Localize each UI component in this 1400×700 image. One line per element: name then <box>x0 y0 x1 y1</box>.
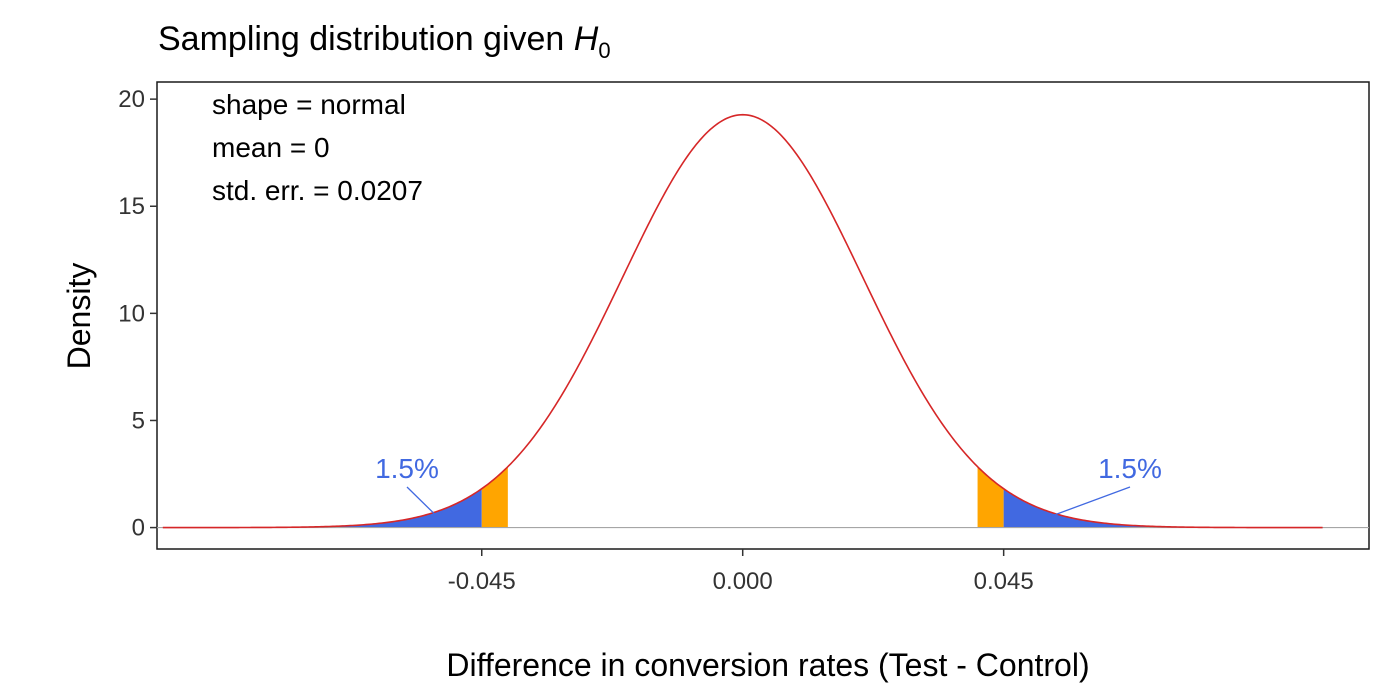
x-tick-label-0.000: 0.000 <box>713 568 773 595</box>
annotation-mean: mean = 0 <box>212 132 330 163</box>
shaded-region-right-band <box>977 466 1004 528</box>
y-axis-title: Density <box>61 263 97 370</box>
x-tick-label-0.045: 0.045 <box>974 568 1034 595</box>
plot-panel <box>156 81 1370 550</box>
left-tail-label: 1.5% <box>375 453 439 484</box>
chart-title-symbol: H <box>574 20 599 58</box>
annotation-shape: shape = normal <box>212 89 406 120</box>
right-tail-leader <box>1046 486 1131 519</box>
x-tick-label--0.045: -0.045 <box>448 568 516 595</box>
y-tick-label-15: 15 <box>118 193 145 220</box>
shaded-region-left-band <box>481 466 508 528</box>
y-tick-label-0: 0 <box>132 515 145 542</box>
shaded-regions <box>162 466 1323 528</box>
y-axis: 0 5 10 15 20 <box>118 86 157 542</box>
tail-leaders <box>406 486 1131 519</box>
y-tick-label-20: 20 <box>118 86 145 113</box>
chart-title-main: Sampling distribution given <box>158 20 574 58</box>
annotation-std-err: std. err. = 0.0207 <box>212 175 423 206</box>
right-tail-label: 1.5% <box>1098 453 1162 484</box>
shaded-region-right-tail <box>1003 488 1323 528</box>
chart-title: Sampling distribution given H0 <box>158 20 611 63</box>
chart-title-subscript: 0 <box>598 38 610 63</box>
x-axis: -0.045 0.000 0.045 <box>448 549 1034 595</box>
x-axis-title: Difference in conversion rates (Test - C… <box>446 647 1089 683</box>
shaded-region-left-tail <box>162 488 482 528</box>
density-curve <box>162 113 1323 529</box>
density-curve-layer <box>162 113 1323 529</box>
y-tick-label-10: 10 <box>118 300 145 327</box>
y-tick-label-5: 5 <box>132 407 145 434</box>
left-tail-leader <box>406 486 439 519</box>
